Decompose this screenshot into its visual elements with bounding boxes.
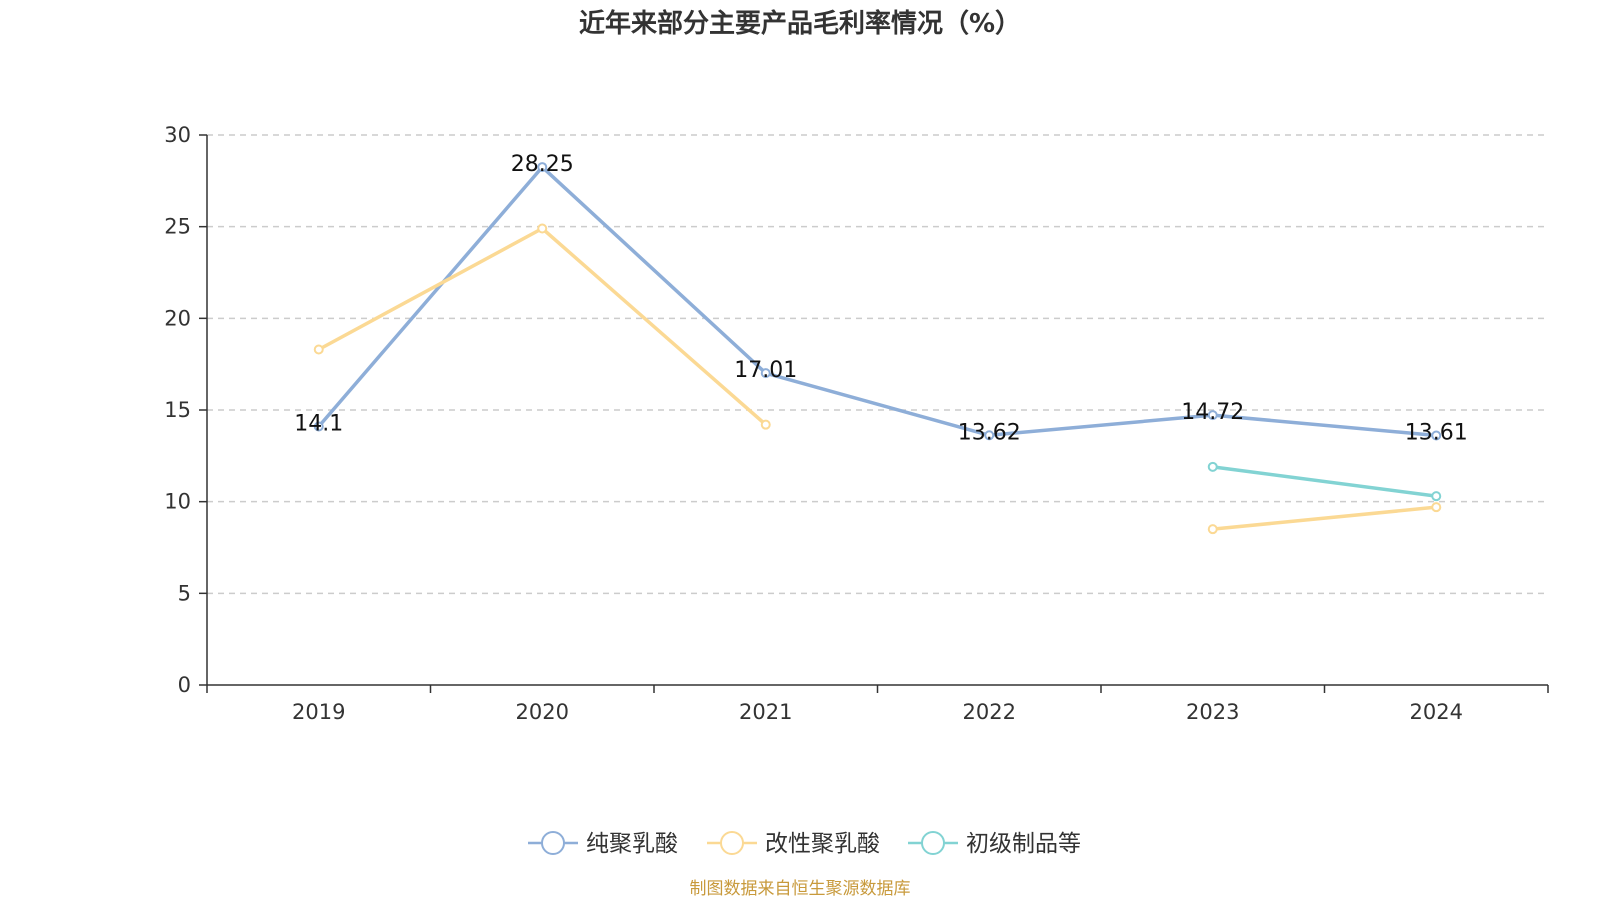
- legend-label: 纯聚乳酸: [586, 831, 678, 857]
- series-line-2: [317, 226, 767, 426]
- legend-marker-2: [720, 831, 744, 855]
- y-tick-label: 25: [164, 215, 191, 239]
- data-point-2: [1207, 524, 1218, 535]
- legend-label: 初级制品等: [966, 831, 1081, 857]
- y-tick-label: 15: [164, 398, 191, 422]
- legend-marker-1: [541, 831, 565, 855]
- series-line-2: [1212, 505, 1437, 531]
- x-tick-label: 2023: [1186, 700, 1239, 724]
- y-tick-label: 30: [164, 123, 191, 147]
- data-point-2: [1431, 502, 1442, 513]
- x-tick-label: 2024: [1410, 700, 1463, 724]
- data-point-2: [760, 419, 771, 430]
- data-point-2: [313, 344, 324, 355]
- grid-lines: [207, 134, 1548, 595]
- series-line-1: [317, 165, 1437, 438]
- data-label: 13.61: [1405, 420, 1468, 445]
- y-tick-label: 0: [178, 673, 191, 697]
- legend: 纯聚乳酸 改性聚乳酸 初级制品等: [528, 831, 1081, 857]
- legend-marker-3: [921, 831, 945, 855]
- data-label: 17.01: [734, 358, 797, 383]
- x-tick-label: 2021: [739, 700, 792, 724]
- data-point-1: [984, 430, 995, 441]
- axes: 0 5 10 15 20 25 30 2019 2020 2021 2022 2023 2024: [164, 123, 1549, 724]
- data-point-1: [760, 368, 771, 379]
- data-point-1: [313, 421, 324, 432]
- x-tick-label: 2019: [292, 700, 345, 724]
- y-tick-label: 20: [164, 306, 191, 330]
- y-tick-label: 10: [164, 490, 191, 514]
- x-tick-label: 2022: [963, 700, 1016, 724]
- data-label: 28.25: [511, 152, 574, 177]
- y-tick-label: 5: [178, 581, 191, 605]
- data-point-1: [537, 162, 548, 173]
- data-point-3: [1431, 491, 1442, 502]
- data-point-1: [1207, 410, 1218, 421]
- data-label: 14.72: [1181, 400, 1244, 425]
- series-line-3: [1212, 465, 1437, 498]
- data-point-3: [1207, 461, 1218, 472]
- data-label: 13.62: [958, 420, 1021, 445]
- data-labels: 14.1 28.25 17.01 13.62 14.72 13.61: [294, 152, 1467, 445]
- x-tick-label: 2020: [516, 700, 569, 724]
- series-lines: [313, 162, 1442, 535]
- chart-title: 近年来部分主要产品毛利率情况（%）: [579, 8, 1021, 39]
- data-label: 14.1: [294, 412, 343, 437]
- source-note: 制图数据来自恒生聚源数据库: [690, 879, 911, 899]
- data-point-1: [1431, 430, 1442, 441]
- legend-label: 改性聚乳酸: [765, 831, 880, 857]
- data-point-2: [537, 223, 548, 234]
